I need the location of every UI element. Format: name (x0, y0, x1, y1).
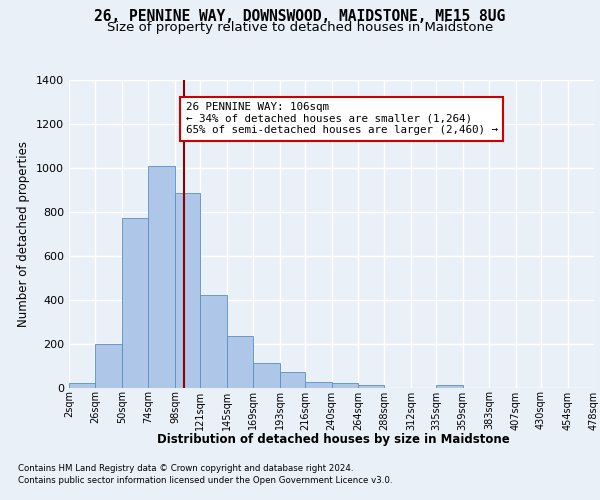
Text: 26, PENNINE WAY, DOWNSWOOD, MAIDSTONE, ME15 8UG: 26, PENNINE WAY, DOWNSWOOD, MAIDSTONE, M… (94, 9, 506, 24)
Bar (280, 372, 305, 388)
Bar (436, 386, 463, 388)
Bar (69, 382, 95, 388)
Text: Size of property relative to detached houses in Maidstone: Size of property relative to detached ho… (107, 21, 493, 34)
Text: Contains public sector information licensed under the Open Government Licence v3: Contains public sector information licen… (18, 476, 392, 485)
Text: 26 PENNINE WAY: 106sqm
← 34% of detached houses are smaller (1,264)
65% of semi-: 26 PENNINE WAY: 106sqm ← 34% of detached… (186, 102, 498, 135)
Bar (227, 336, 253, 388)
Bar (95, 344, 122, 388)
Bar (331, 382, 358, 388)
Bar (358, 386, 385, 388)
Bar (253, 364, 280, 388)
Text: Contains HM Land Registry data © Crown copyright and database right 2024.: Contains HM Land Registry data © Crown c… (18, 464, 353, 473)
Bar (305, 382, 331, 388)
Y-axis label: Number of detached properties: Number of detached properties (17, 141, 31, 327)
Bar (148, 166, 175, 388)
Bar (200, 295, 227, 388)
Bar (122, 218, 148, 388)
Text: Distribution of detached houses by size in Maidstone: Distribution of detached houses by size … (157, 432, 509, 446)
Bar (175, 193, 200, 388)
